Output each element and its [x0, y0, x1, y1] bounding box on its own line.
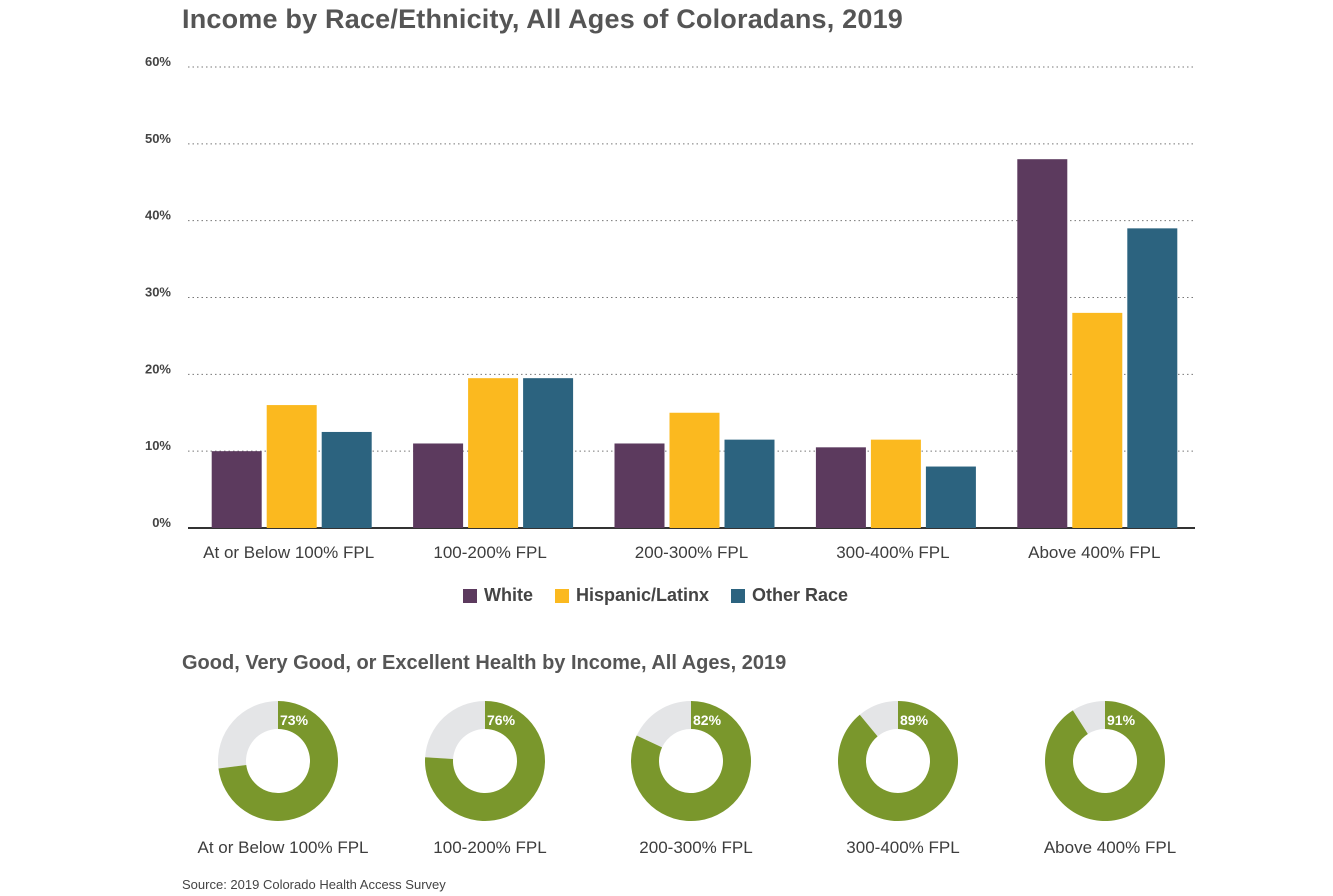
y-tick-label: 40%	[145, 208, 171, 223]
legend-label-other-race: Other Race	[752, 585, 849, 605]
y-tick-label: 10%	[145, 438, 171, 453]
donut-category-label: At or Below 100% FPL	[197, 838, 368, 857]
donut-remainder-slice	[425, 701, 485, 759]
bar	[1072, 312, 1123, 528]
legend-item-hispanic-latinx: Hispanic/Latinx	[555, 585, 709, 606]
bar	[870, 439, 921, 528]
legend-swatch-white	[463, 588, 477, 603]
donut-value-slice	[1045, 701, 1165, 822]
donut-value-label: 73%	[280, 712, 309, 728]
donut-remainder-slice	[1072, 701, 1105, 734]
bar	[468, 378, 519, 528]
donut-value-slice	[838, 701, 958, 822]
bar	[321, 431, 372, 528]
legend-label-hispanic-latinx: Hispanic/Latinx	[576, 585, 710, 605]
bar	[1127, 228, 1178, 528]
legend-item-other-race: Other Race	[731, 585, 848, 606]
chart-title: Income by Race/Ethnicity, All Ages of Co…	[182, 4, 903, 34]
bar	[614, 443, 665, 528]
donut-category-label: 300-400% FPL	[846, 838, 959, 857]
donut-value-slice	[631, 701, 751, 822]
donut-value-label: 91%	[1107, 712, 1136, 728]
donut-value-slice	[425, 701, 546, 822]
x-tick-label: Above 400% FPL	[1028, 543, 1160, 562]
legend-swatch-hispanic-latinx	[555, 588, 569, 603]
bar	[523, 378, 574, 528]
x-tick-label: At or Below 100% FPL	[203, 543, 374, 562]
donut-remainder-slice	[218, 701, 278, 769]
bar	[925, 466, 976, 528]
bar	[1017, 159, 1068, 528]
x-tick-label: 200-300% FPL	[635, 543, 748, 562]
donut-category-label: 200-300% FPL	[639, 838, 752, 857]
donut-category-label: Above 400% FPL	[1044, 838, 1176, 857]
bar	[413, 443, 464, 528]
y-tick-label: 0%	[152, 515, 171, 530]
chart-legend: White Hispanic/Latinx Other Race	[463, 585, 870, 606]
bar	[211, 451, 262, 528]
y-tick-label: 30%	[145, 285, 171, 300]
donut-remainder-slice	[859, 701, 898, 737]
y-tick-label: 60%	[145, 54, 171, 69]
donut-section-title: Good, Very Good, or Excellent Health by …	[182, 652, 787, 674]
legend-item-white: White	[463, 585, 533, 606]
y-tick-label: 20%	[145, 361, 171, 376]
legend-label-white: White	[484, 585, 533, 605]
bar	[266, 405, 317, 528]
donut-remainder-slice	[636, 701, 691, 748]
bar	[669, 412, 720, 528]
bar-chart: 0% 10% 20% 30% 40% 50% 60% At or Below 100% FPL…	[145, 54, 1195, 562]
y-tick-label: 50%	[145, 131, 171, 146]
x-tick-label: 300-400% FPL	[836, 543, 949, 562]
donut-value-slice	[218, 701, 338, 821]
donut-value-label: 89%	[900, 712, 929, 728]
donut-value-label: 76%	[487, 712, 516, 728]
donut-category-label: 100-200% FPL	[433, 838, 546, 857]
legend-swatch-other-race	[731, 588, 746, 603]
x-tick-label: 100-200% FPL	[433, 543, 546, 562]
bar	[815, 447, 866, 528]
source-note: Source: 2019 Colorado Health Access Surv…	[182, 877, 446, 892]
bar	[724, 439, 775, 528]
donut-value-label: 82%	[693, 712, 722, 728]
